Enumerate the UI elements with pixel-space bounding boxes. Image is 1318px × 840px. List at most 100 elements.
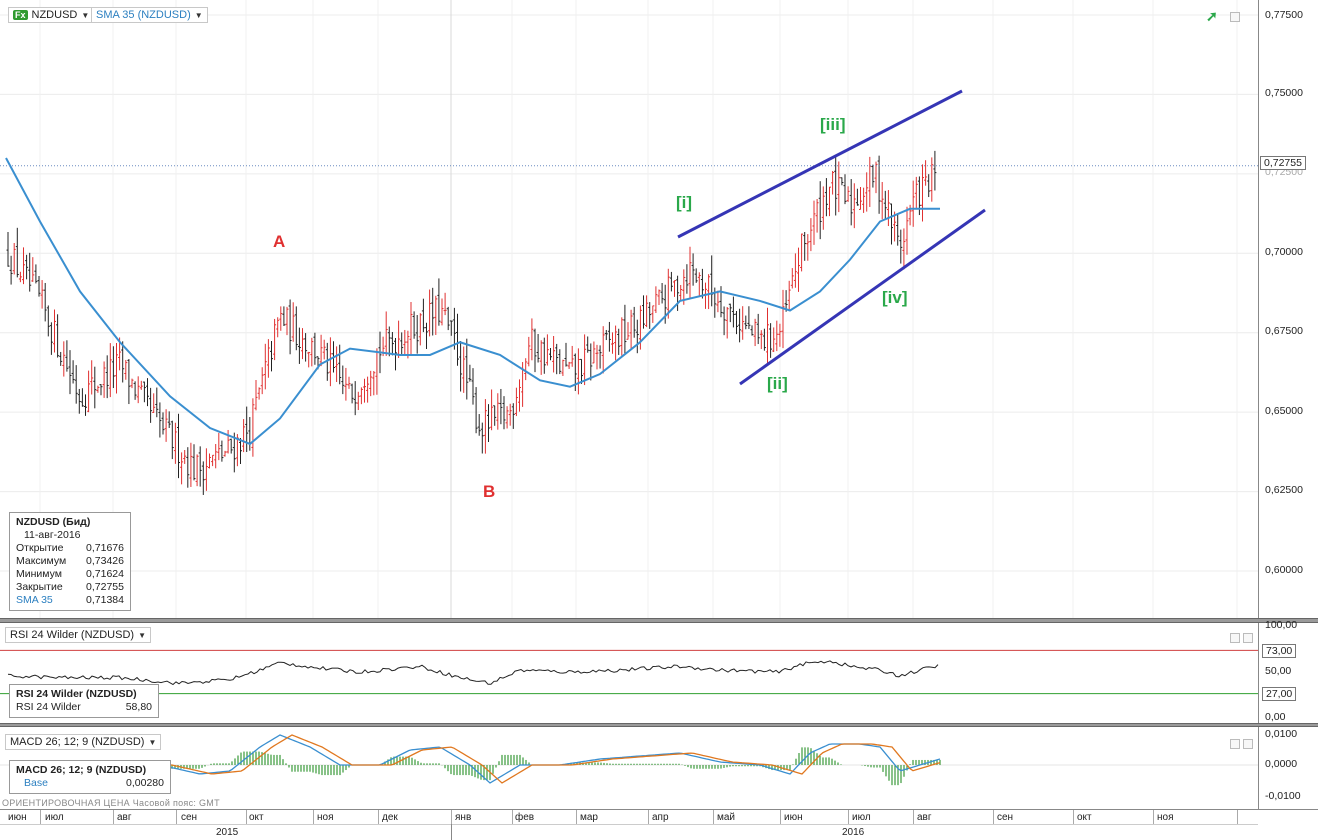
ohlc-bar [880,182,884,220]
rsi-box-title: RSI 24 Wilder (NZDUSD) [16,688,137,700]
ohlc-bar [208,453,211,469]
wave-label-iv: [iv] [882,288,908,307]
ohlc-bar [291,302,295,342]
pane-splitter[interactable] [0,618,1318,623]
ohlc-bar [483,399,487,454]
ohlc-bar [508,403,512,426]
ohlc-bar [211,454,215,467]
ohlc-bar [660,282,664,304]
ohlc-bar [697,272,701,297]
ohlc-bar [59,351,63,366]
ohlc-bar [155,387,159,418]
info-row: Закрытие 0,72755 [16,581,124,593]
ohlc-bar [353,381,357,416]
ohlc-bar [177,413,180,479]
chevron-down-icon: ▼ [194,10,203,20]
ohlc-bar [266,339,270,378]
pane-maximize-icon[interactable] [1230,739,1240,749]
macd-pane[interactable]: MACD 26; 12; 9 (NZDUSD) ▼ MACD 26; 12; 9… [0,727,1258,809]
symbol-selector[interactable]: Fx NZDUSD ▼ [8,7,95,23]
price-chart-svg[interactable] [0,0,1258,618]
rsi-axis[interactable]: 100,00 50,00 0,00 [1258,619,1318,723]
ohlc-bar [524,358,528,381]
ohlc-bar [834,156,838,216]
macd-chart-svg[interactable] [0,727,1258,809]
month-label: сен [181,812,198,823]
ohlc-bar [769,323,773,358]
ohlc-bar [46,305,50,337]
ohlc-bar [198,446,202,487]
ohlc-bar [279,306,283,331]
ohlc-bar [462,346,466,393]
ohlc-bar [567,361,571,369]
ohlc-info-box: NZDUSD (Бид) 11-авг-2016 Открытие 0,71676… [9,512,131,611]
ohlc-bar [34,264,38,284]
symbol-label: NZDUSD [31,9,78,21]
ohlc-bar [6,232,10,267]
ohlc-bar [108,343,112,398]
ohlc-bar [74,365,78,404]
ohlc-bar [852,183,856,229]
macd-axis[interactable]: 0,0100 0,0000 -0,0100 [1258,727,1318,809]
ohlc-bar [685,264,689,294]
ohlc-bar [251,398,255,457]
ohlc-bar [883,190,887,220]
pane-maximize-icon[interactable] [1230,12,1240,22]
month-label: дек [382,812,398,823]
month-label: июл [45,812,64,823]
ohlc-bar [533,328,537,373]
info-row: Максимум 0,73426 [16,555,124,567]
ohlc-bar [505,406,509,429]
time-axis[interactable]: июн июл авг сен окт ноя дек янв фев мар … [0,809,1318,840]
ohlc-bar [490,389,494,431]
trend-icon[interactable]: ➚ [1206,8,1218,24]
ohlc-bar [877,155,881,214]
pane-close-icon[interactable] [1243,739,1253,749]
ohlc-bar [242,419,246,453]
rsi-pane[interactable]: RSI 24 Wilder (NZDUSD) ▼ RSI 24 Wilder (… [0,623,1258,723]
ohlc-bar [843,174,847,205]
ohlc-bar [22,247,25,285]
ohlc-bar [694,268,698,283]
ohlc-bar [893,211,897,242]
ohlc-bar [62,341,66,377]
ohlc-bar [452,307,456,350]
price-axis[interactable]: 0,77500 0,75000 0,72500 0,70000 0,67500 … [1258,0,1318,618]
ohlc-bar [905,206,909,255]
ohlc-bar [28,252,32,292]
ohlc-bar [146,378,149,407]
ohlc-bar [220,440,224,462]
price-tick: 0,70000 [1265,246,1303,258]
pane-maximize-icon[interactable] [1230,633,1240,643]
ohlc-bar [821,186,825,230]
ohlc-bar [37,275,41,297]
ohlc-bar [614,325,618,361]
info-box-date: 11-авг-2016 [24,529,81,541]
ohlc-bar [167,411,171,428]
pane-splitter[interactable] [0,723,1318,727]
macd-indicator-selector[interactable]: MACD 26; 12; 9 (NZDUSD) ▼ [5,734,162,750]
ohlc-bar [775,320,779,352]
ohlc-bar [99,384,103,396]
ohlc-bar [325,342,329,381]
macd-tick: 0,0000 [1265,758,1298,770]
price-chart-pane[interactable]: Fx NZDUSD ▼ SMA 35 (NZDUSD) ▼ A B [i] [i… [0,0,1258,618]
ohlc-bar [555,343,559,375]
indicator-selector[interactable]: SMA 35 (NZDUSD) ▼ [91,7,208,23]
ohlc-bar [809,218,813,252]
ohlc-bar [366,376,370,403]
ohlc-bar [527,336,531,367]
ohlc-bar [611,332,614,354]
rsi-indicator-selector[interactable]: RSI 24 Wilder (NZDUSD) ▼ [5,627,151,643]
price-tick: 0,60000 [1265,564,1303,576]
pane-close-icon[interactable] [1243,633,1253,643]
wave-label-iii: [iii] [820,115,846,134]
ohlc-bar [288,299,292,355]
indicator-label: SMA 35 (NZDUSD) [96,9,191,21]
rsi-chart-svg[interactable] [0,623,1258,723]
ohlc-bar [629,309,633,350]
macd-tag-label: MACD 26; 12; 9 (NZDUSD) [10,736,145,748]
ohlc-bar [549,347,552,361]
ohlc-bar [40,280,44,309]
ohlc-bar [793,253,797,288]
